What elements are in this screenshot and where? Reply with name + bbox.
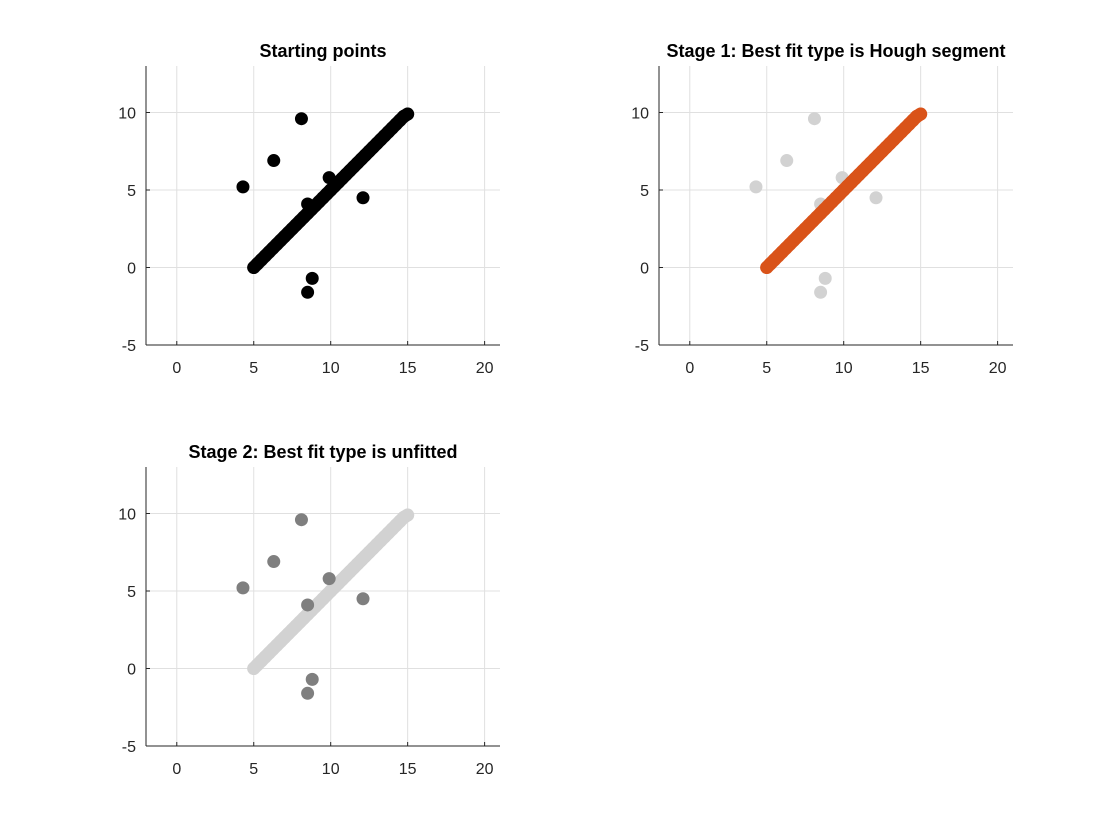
x-tick-label: 0: [172, 360, 181, 377]
data-layer: [236, 508, 415, 700]
outlier-point: [294, 513, 308, 527]
series-segment: [247, 508, 415, 675]
outlier-point: [749, 180, 763, 194]
segment-band: [397, 508, 415, 524]
outlier-point: [305, 271, 319, 285]
series-segment: [760, 107, 928, 274]
y-tick-label: 5: [127, 584, 136, 601]
x-tick-label: 0: [685, 360, 694, 377]
outlier-point: [236, 581, 250, 595]
outlier-point: [780, 154, 794, 168]
x-tick-label: 20: [476, 360, 494, 377]
series-outliers: [236, 513, 370, 700]
outlier-point: [301, 598, 315, 612]
outlier-point: [322, 171, 336, 185]
outlier-point: [807, 112, 821, 126]
outlier-point: [301, 197, 315, 211]
series-outliers: [749, 112, 883, 299]
y-tick-label: -5: [122, 338, 136, 355]
y-tick-label: 0: [127, 662, 136, 679]
y-tick-label: 10: [118, 106, 136, 123]
x-tick-label: 10: [322, 761, 340, 778]
data-layer: [236, 107, 415, 299]
y-tick-label: 5: [640, 183, 649, 200]
outlier-point: [322, 572, 336, 586]
x-tick-label: 20: [989, 360, 1007, 377]
x-tick-label: 5: [249, 761, 258, 778]
outlier-point: [356, 191, 370, 205]
y-tick-label: -5: [122, 739, 136, 756]
x-tick-label: 15: [399, 761, 417, 778]
chart-panel-1: 0 5 10 15 20 -5 0 5 10 Starting points: [118, 41, 500, 377]
outlier-point: [267, 154, 281, 168]
outlier-point: [814, 285, 828, 299]
data-layer: [749, 107, 928, 299]
x-tick-label: 0: [172, 761, 181, 778]
segment-band: [910, 107, 928, 123]
chart-panel-3: 0 5 10 15 20 -5 0 5 10 Stage 2: Best fit type is …: [118, 442, 500, 778]
chart-title: Starting points: [260, 41, 387, 61]
outlier-point: [267, 555, 281, 569]
y-tick-label: 0: [127, 261, 136, 278]
x-tick-label: 10: [835, 360, 853, 377]
x-tick-label: 15: [912, 360, 930, 377]
outlier-point: [305, 672, 319, 686]
x-tick-label: 5: [762, 360, 771, 377]
y-tick-label: 5: [127, 183, 136, 200]
series-segment: [247, 107, 415, 274]
outlier-point: [301, 686, 315, 700]
series-outliers: [236, 112, 370, 299]
y-tick-label: -5: [635, 338, 649, 355]
x-tick-label: 15: [399, 360, 417, 377]
y-tick-label: 10: [631, 106, 649, 123]
x-tick-label: 5: [249, 360, 258, 377]
outlier-point: [356, 592, 370, 606]
chart-title: Stage 1: Best fit type is Hough segment: [666, 41, 1005, 61]
outlier-point: [869, 191, 883, 205]
outlier-point: [294, 112, 308, 126]
chart-title: Stage 2: Best fit type is unfitted: [188, 442, 457, 462]
segment-band: [397, 107, 415, 123]
x-tick-label: 20: [476, 761, 494, 778]
y-tick-label: 0: [640, 261, 649, 278]
outlier-point: [301, 285, 315, 299]
y-tick-label: 10: [118, 507, 136, 524]
outlier-point: [236, 180, 250, 194]
outlier-point: [818, 271, 832, 285]
chart-panel-2: 0 5 10 15 20 -5 0 5 10 Stage 1: Best fit type is …: [631, 41, 1013, 377]
x-tick-label: 10: [322, 360, 340, 377]
